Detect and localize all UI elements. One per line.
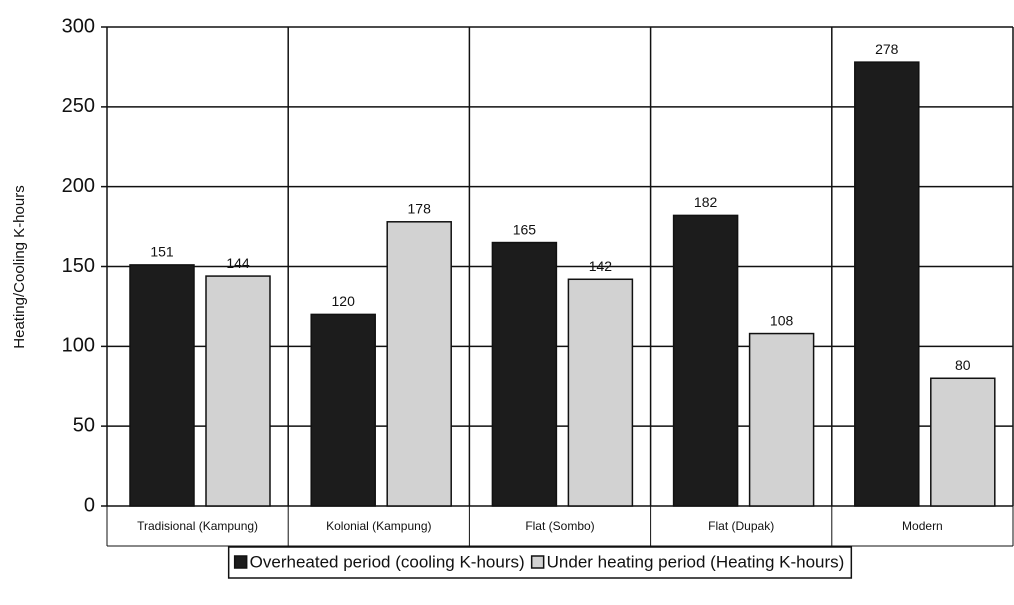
data-label: 178	[408, 200, 432, 216]
legend-label: Overheated period (cooling K-hours)	[250, 552, 525, 571]
data-label: 120	[332, 293, 356, 309]
legend-label: Under heating period (Heating K-hours)	[547, 552, 845, 571]
bar	[748, 332, 815, 507]
y-tick-label: 150	[62, 255, 95, 277]
bar	[491, 241, 558, 507]
data-label: 278	[875, 41, 899, 57]
y-tick-label: 300	[62, 15, 95, 37]
data-label: 182	[694, 194, 718, 210]
y-tick-label: 200	[62, 175, 95, 197]
y-tick-label: 250	[62, 95, 95, 117]
legend-swatch	[233, 555, 248, 569]
bar	[129, 264, 195, 507]
bar	[386, 221, 452, 507]
x-tick-label: Flat (Sombo)	[525, 519, 594, 533]
bar	[854, 61, 920, 507]
data-label: 142	[589, 258, 613, 274]
y-axis-label: Heating/Cooling K-hours	[11, 185, 28, 348]
x-tick-label: Modern	[902, 519, 943, 533]
legend-swatch	[530, 555, 545, 569]
y-tick-label: 100	[62, 335, 95, 357]
data-label: 144	[226, 255, 250, 271]
data-label: 165	[513, 221, 537, 237]
bar	[205, 275, 271, 507]
data-label: 108	[770, 312, 794, 328]
x-tick-label: Kolonial (Kampung)	[326, 519, 431, 533]
bar	[672, 214, 739, 507]
data-label: 80	[955, 357, 971, 373]
bar	[310, 313, 376, 507]
y-tick-label: 0	[84, 494, 95, 516]
bar	[567, 278, 634, 507]
bar	[930, 377, 996, 507]
data-label: 151	[150, 244, 174, 260]
x-tick-label: Tradisional (Kampung)	[137, 519, 258, 533]
x-tick-label: Flat (Dupak)	[708, 519, 774, 533]
y-tick-label: 50	[73, 414, 95, 436]
